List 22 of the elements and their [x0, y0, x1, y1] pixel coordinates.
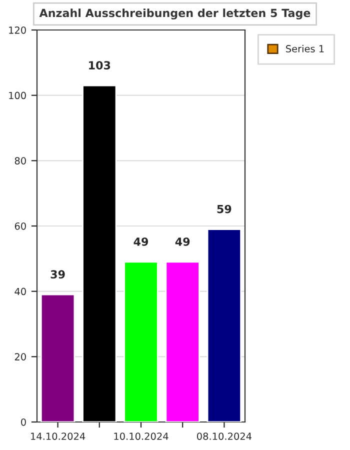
y-tick-label: 40: [14, 288, 26, 296]
data-label: 49: [175, 238, 190, 246]
y-tick-label: 0: [21, 418, 26, 426]
y-tick-label: 100: [9, 92, 26, 100]
data-label: 49: [134, 238, 148, 246]
bar: [40, 294, 76, 422]
data-label: 103: [89, 61, 110, 70]
data-label: 59: [217, 204, 232, 214]
y-tick-label: 60: [14, 222, 26, 230]
x-tick-label: 14.10.2024: [31, 432, 86, 440]
y-tick-label: 120: [9, 26, 26, 34]
bar: [206, 228, 242, 422]
x-tick-label: 10.10.2024: [114, 432, 168, 440]
bar: [124, 261, 158, 422]
chart-title: Anzahl Ausschreibungen der letzten 5 Tage: [39, 8, 310, 20]
text: Series 1: [286, 44, 324, 52]
bar: [165, 261, 200, 422]
x-tick-label: 08.10.2024: [197, 432, 252, 440]
data-label: 39: [50, 270, 65, 279]
y-tick-label: 20: [14, 353, 26, 360]
bar: [82, 84, 117, 422]
y-tick-label: 80: [14, 157, 26, 164]
